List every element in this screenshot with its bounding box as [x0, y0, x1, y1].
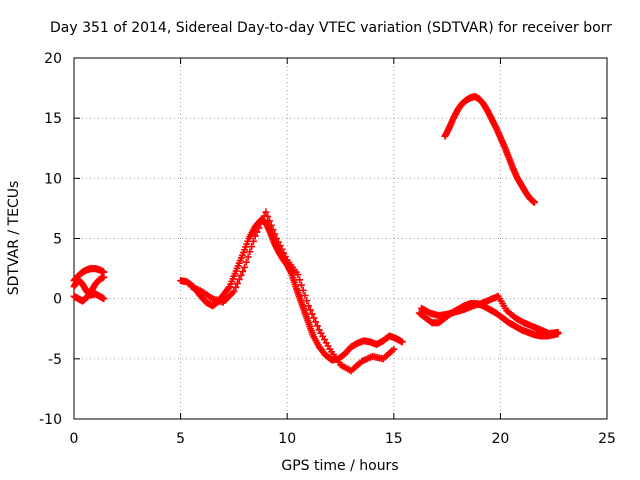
data-point	[264, 212, 272, 220]
y-tick-label: 15	[44, 111, 62, 127]
series-arc-2b	[187, 208, 398, 375]
y-tick-label: 20	[44, 51, 62, 67]
series-arc-4	[441, 93, 539, 206]
data-point	[233, 279, 241, 287]
data-point	[100, 295, 108, 303]
data-point	[278, 245, 286, 253]
data-point	[313, 322, 321, 330]
data-point	[253, 228, 261, 236]
data-point	[398, 338, 406, 346]
x-tick-label: 0	[70, 431, 79, 447]
data-point	[232, 283, 240, 291]
data-point	[554, 328, 562, 336]
data-point	[241, 263, 249, 271]
data-point	[258, 216, 266, 224]
data-point	[100, 273, 108, 281]
data-point	[280, 249, 288, 257]
data-point	[244, 253, 252, 261]
y-axis-label: SDTVAR / TECUs	[6, 181, 22, 296]
chart-title: Day 351 of 2014, Sidereal Day-to-day VTE…	[50, 20, 612, 36]
data-point	[235, 275, 243, 283]
y-tick-label: 10	[44, 171, 62, 187]
data-point	[297, 281, 305, 289]
data-point	[225, 284, 233, 292]
x-axis-label: GPS time / hours	[281, 458, 398, 474]
y-tick-label: 0	[53, 292, 62, 308]
data-point	[299, 286, 307, 294]
data-point	[265, 217, 273, 225]
data-point	[273, 235, 281, 242]
data-point	[296, 276, 304, 284]
data-point	[257, 220, 265, 228]
data-point	[239, 267, 247, 275]
data-point	[276, 242, 284, 250]
x-tick-label: 20	[491, 431, 509, 447]
series-arc-1a	[70, 265, 108, 285]
series-arc-1c	[70, 275, 108, 303]
data-point	[306, 306, 314, 314]
x-tick-label: 10	[278, 431, 296, 447]
data-point	[310, 314, 318, 322]
data-point	[301, 291, 309, 299]
axis-ticks: 0 5 10 15 20 25 -10 -5 0 5 10 15 20	[39, 51, 616, 447]
data-point	[308, 310, 316, 318]
data-point	[251, 232, 259, 240]
data-point	[531, 198, 539, 206]
y-tick-label: -5	[48, 352, 62, 368]
data-point	[269, 226, 277, 234]
data-point	[303, 297, 311, 305]
series-arc-1b	[70, 273, 108, 305]
data-point	[262, 208, 270, 216]
data-point	[305, 302, 313, 310]
y-tick-label: -10	[39, 412, 62, 428]
x-tick-label: 25	[598, 431, 616, 447]
x-tick-label: 5	[176, 431, 185, 447]
data-point	[294, 271, 302, 279]
data-point	[248, 243, 256, 251]
series-arc-3	[415, 299, 562, 340]
data-point	[246, 248, 254, 256]
data-point	[249, 237, 257, 245]
x-tick-label: 15	[385, 431, 403, 447]
data-point	[312, 318, 320, 326]
data-point	[242, 258, 250, 266]
data-point	[281, 253, 289, 261]
data-point	[267, 221, 275, 229]
data-point	[230, 287, 238, 295]
data-points	[70, 93, 562, 375]
data-point	[237, 271, 245, 279]
data-point	[255, 224, 263, 232]
data-point	[274, 238, 282, 246]
series-arc-2	[177, 215, 406, 364]
data-point	[390, 345, 398, 353]
y-tick-label: 5	[53, 232, 62, 248]
data-point	[271, 230, 279, 238]
series-arc-3b	[418, 292, 562, 338]
plot-frame	[73, 57, 608, 420]
